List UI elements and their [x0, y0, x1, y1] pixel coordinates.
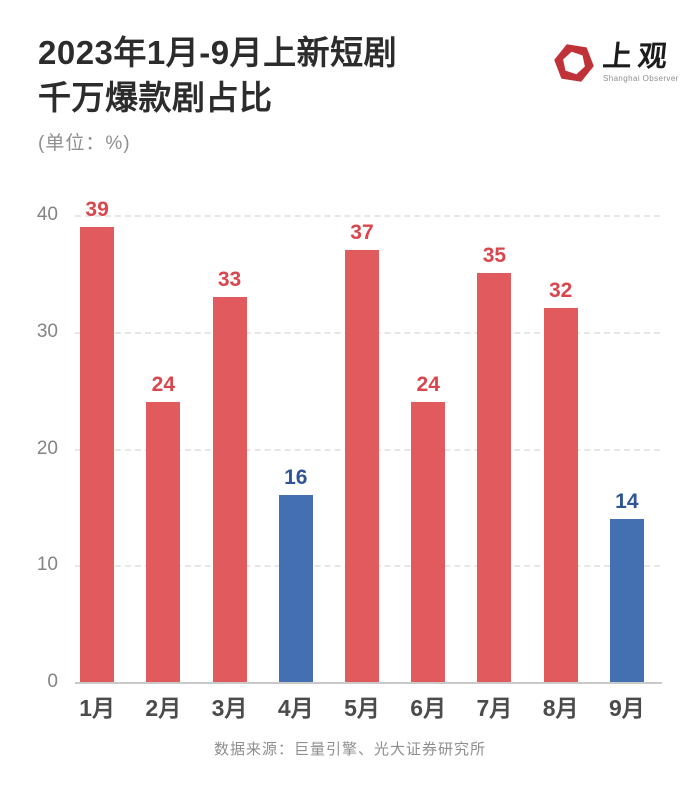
logo-text: 上观 Shanghai Observer	[601, 39, 679, 83]
data-source-note: 数据来源：巨量引擎、光大证券研究所	[213, 741, 486, 758]
bar-column: 35	[461, 180, 527, 682]
bar-column: 37	[329, 180, 395, 682]
bar-column: 33	[196, 180, 262, 682]
bar	[278, 495, 313, 682]
bar-value-label: 35	[482, 244, 507, 267]
bar	[477, 273, 512, 682]
page-title-line1: 2023年1月-9月上新短剧	[38, 34, 398, 71]
bar-column: 39	[64, 180, 130, 682]
bar-value-label: 33	[217, 268, 242, 291]
bar	[609, 519, 644, 682]
gridline	[75, 215, 660, 217]
page-title: 2023年1月-9月上新短剧 千万爆款剧占比	[38, 30, 397, 120]
x-tick-label: 2月	[145, 695, 182, 721]
bars-layer: 39 24 33 16 37 24 35 32 14	[64, 180, 660, 682]
bar-column: 24	[395, 180, 461, 682]
x-tick-label: 4月	[277, 695, 314, 721]
y-tick-label: 20	[36, 437, 58, 459]
y-tick-label: 30	[36, 320, 58, 342]
bar	[411, 402, 446, 682]
y-tick-label: 10	[36, 554, 58, 576]
page-title-line2: 千万爆款剧占比	[38, 79, 273, 116]
y-tick-label: 0	[47, 671, 58, 692]
bar-column: 14	[594, 180, 660, 682]
bar	[543, 308, 578, 682]
bar-value-label: 14	[615, 490, 639, 513]
bar	[146, 402, 181, 682]
unit-label: (单位：%)	[38, 133, 131, 154]
bar	[80, 227, 115, 682]
bar-column: 24	[130, 180, 196, 682]
bar-value-label: 39	[85, 198, 109, 221]
bar-value-label: 16	[284, 466, 308, 489]
x-tick-label: 1月	[79, 695, 115, 721]
x-tick-label: 7月	[476, 695, 513, 721]
shanghai-observer-logo: 上观 Shanghai Observer	[553, 39, 679, 86]
x-tick-label: 5月	[344, 695, 380, 721]
hexagon-logo-icon	[554, 44, 594, 82]
y-tick-label: 40	[36, 204, 58, 225]
bar	[344, 250, 379, 682]
bar-column: 32	[528, 180, 594, 682]
x-tick-label: 3月	[211, 695, 248, 721]
logo-en-text: Shanghai Observer	[603, 74, 679, 83]
x-tick-label: 8月	[542, 695, 579, 721]
x-tick-label: 6月	[410, 695, 447, 721]
bar-value-label: 32	[548, 279, 573, 302]
bar-column: 16	[263, 180, 329, 682]
bar-value-label: 24	[151, 373, 175, 396]
x-tick-label: 9月	[608, 695, 645, 721]
bar	[212, 297, 247, 682]
bar-value-label: 37	[350, 221, 374, 244]
x-axis-line	[75, 682, 662, 684]
bar-value-label: 24	[416, 373, 440, 396]
x-axis-labels: 1月 2月 3月 4月 5月 6月 7月 8月 9月	[64, 689, 660, 723]
